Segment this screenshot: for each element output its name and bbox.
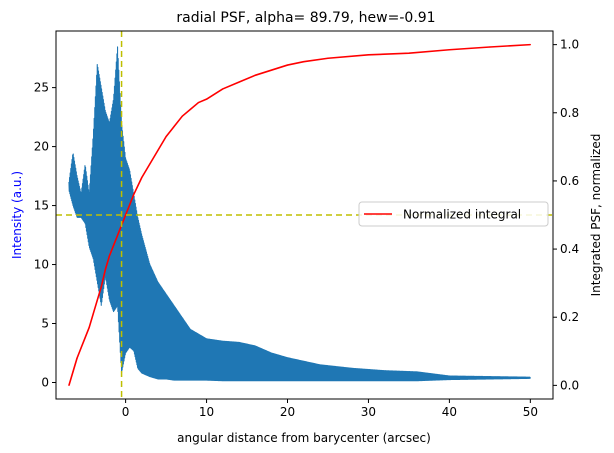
x-tick-label: 30 [361,405,376,419]
x-tick-label: 40 [442,405,457,419]
integral-point [112,245,115,247]
axes: 0 10 20 30 40 50 0 5 10 15 20 25 0.0 0.2 0.4 0.6 0.8 1.0 [34,38,579,419]
integral-point [88,326,90,329]
integral-point [157,149,159,151]
integral-point [149,163,151,165]
integral-point [197,101,200,104]
legend: Normalized integral [358,201,549,227]
integral-point [529,44,531,46]
integral-point [189,108,191,110]
axes-frame [55,30,554,400]
integral-point [165,136,167,138]
integral-point [254,74,256,76]
integral-point [303,61,305,63]
integral-point [72,371,74,373]
integral-point [68,384,70,386]
integral-point [489,46,491,48]
y-right-tick-label: 1.0 [560,38,579,52]
y-left-tick-label: 10 [34,258,49,272]
integral-point [448,49,450,51]
x-tick-label: 10 [199,405,214,419]
y-right-tick-label: 0.6 [560,174,579,188]
chart-title: radial PSF, alpha= 89.79, hew=-0.91 [176,10,435,26]
y-left-tick-label: 20 [34,140,49,154]
integral-point [76,357,78,359]
integral-point [408,52,410,54]
integral-point [133,193,135,196]
series-normalized-integral [68,43,531,386]
x-tick-label: 20 [280,405,295,419]
y-left-tick-label: 0 [41,375,49,389]
integral-point [141,176,143,179]
x-tick-label: 50 [523,405,538,419]
y-right-tick-label: 0.4 [560,242,579,256]
integral-point [181,115,183,117]
x-axis-label: angular distance from barycenter (arcsec… [177,431,431,445]
legend-label-normalized-integral: Normalized integral [403,208,521,222]
integral-point [100,285,102,288]
y-left-tick-label: 5 [41,317,49,331]
series-intensity [68,46,531,382]
y-right-tick-label: 0.8 [560,106,579,120]
integral-point [205,98,208,100]
y-right-tick-label: 0.2 [560,310,579,324]
integral-point [108,255,111,257]
y-axis-left-label: Intensity (a.u.) [10,171,24,259]
y-right-tick-label: 0.0 [560,378,579,392]
integral-point [92,313,94,315]
legend-box [358,201,549,227]
y-left-tick-label: 25 [34,81,49,95]
integral-point [286,64,289,66]
integral-point [84,337,86,339]
integral-point [80,347,82,349]
integral-point [367,54,370,56]
y-left-tick-label: 15 [34,199,49,213]
integral-point [327,57,329,59]
integral-point [222,88,224,90]
integral-point [173,125,175,128]
integral-point [96,299,98,301]
y-axis-right-label: Integrated PSF, normalized [589,134,603,297]
integral-point [116,234,119,237]
integral-point [129,204,131,206]
integral-point [238,81,240,83]
x-tick-label: 0 [122,405,130,419]
integral-point [270,69,272,71]
integral-point [104,268,106,271]
integral-point [125,214,127,216]
